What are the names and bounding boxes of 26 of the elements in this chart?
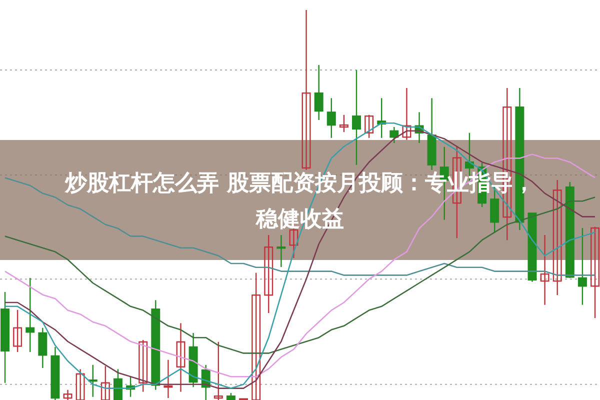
candlestick <box>540 234 550 306</box>
candlestick <box>13 309 22 353</box>
candlestick <box>264 234 274 314</box>
candlestick <box>252 272 261 400</box>
candlestick <box>38 327 48 369</box>
candlestick <box>76 368 85 400</box>
candlestick <box>326 98 336 139</box>
candlestick <box>364 114 374 139</box>
candlestick <box>339 114 348 133</box>
candlestick <box>302 9 311 170</box>
candlestick <box>164 359 173 399</box>
candlestick <box>402 87 412 140</box>
candlestick <box>63 389 72 400</box>
candlestick <box>214 341 223 400</box>
candlestick <box>552 179 562 296</box>
candlestick <box>390 126 399 144</box>
candlestick <box>590 226 600 319</box>
candlestick <box>276 234 286 268</box>
candlestick <box>314 64 324 121</box>
candlestick <box>176 322 186 392</box>
candlestick <box>352 69 361 166</box>
candlestick <box>138 339 148 392</box>
candlestick <box>113 368 122 400</box>
candlestick <box>100 365 110 400</box>
candlestick <box>578 227 587 306</box>
candlestick <box>26 277 35 353</box>
